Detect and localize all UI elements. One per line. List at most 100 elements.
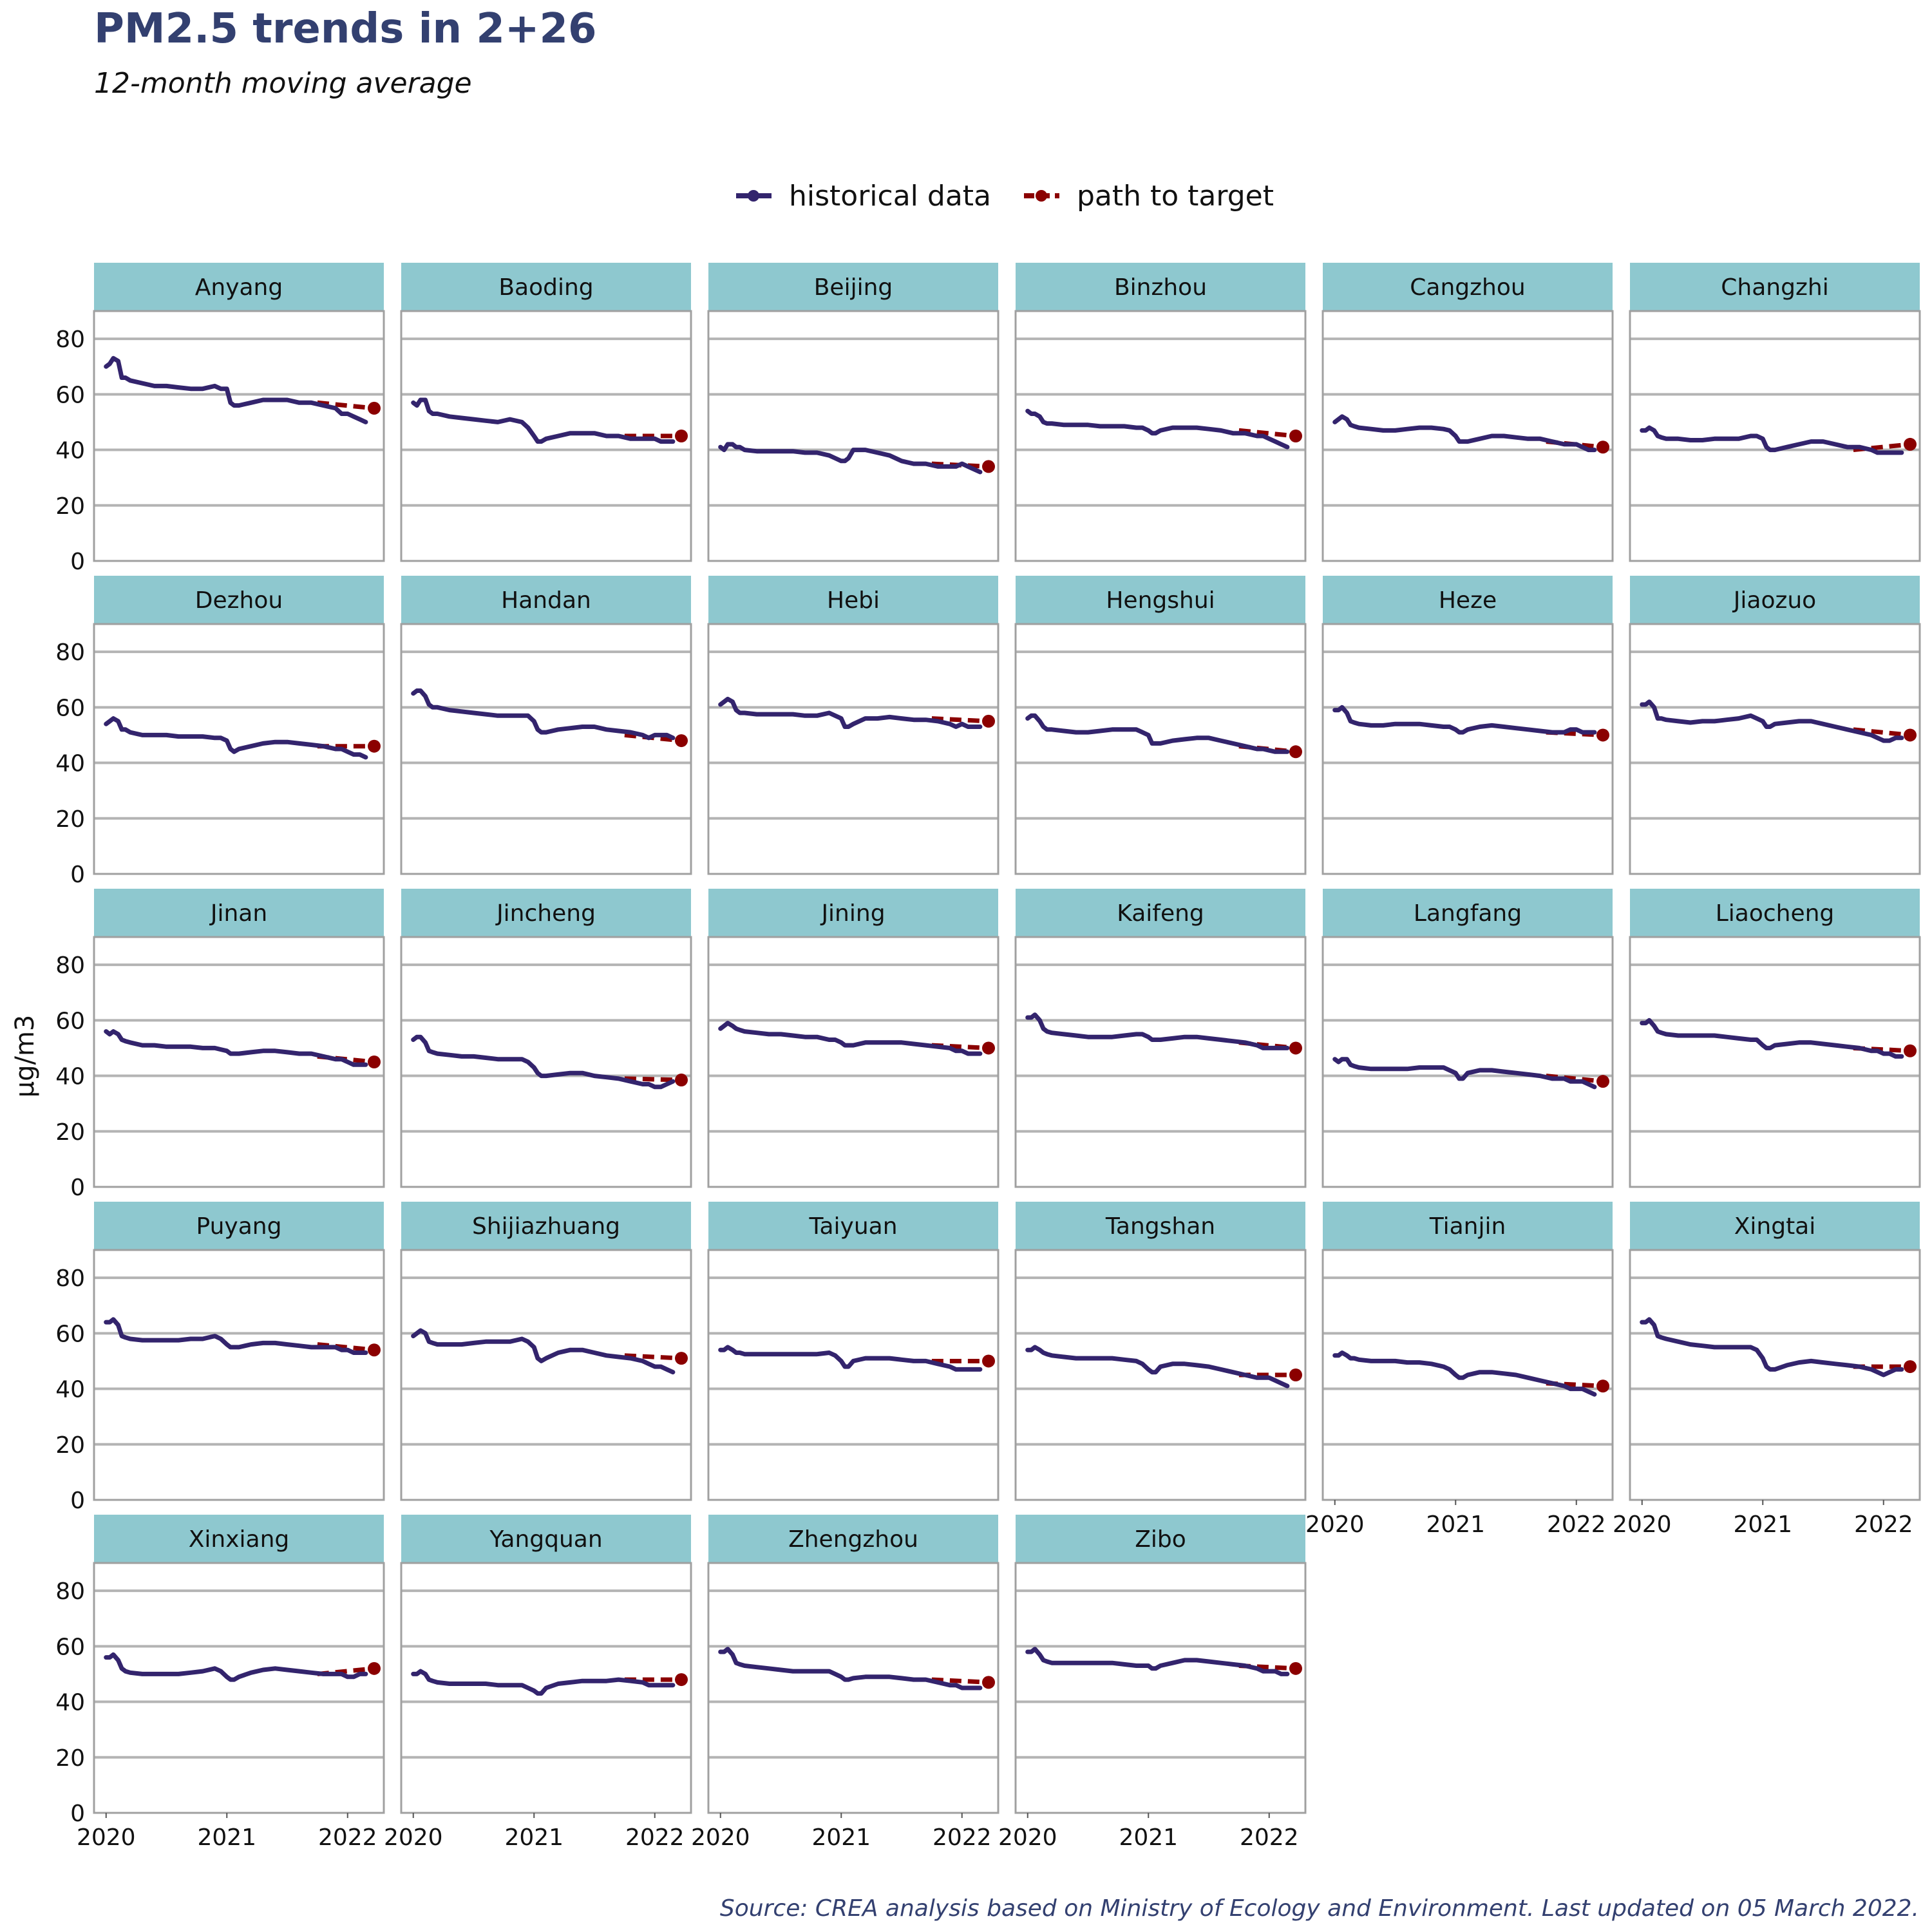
- panel-strip: [708, 889, 998, 937]
- historical-line: [1025, 1647, 1290, 1676]
- panel-strip: [401, 889, 691, 937]
- panel-title: Hengshui: [1106, 587, 1215, 614]
- panel-frame: [1321, 310, 1614, 562]
- panel-title: Heze: [1439, 587, 1497, 614]
- panel-frame: [1321, 936, 1614, 1188]
- panel-frame: [1629, 310, 1921, 562]
- panel-strip: [1323, 576, 1613, 624]
- panel-title: Cangzhou: [1410, 274, 1525, 301]
- panel-frame: [93, 623, 385, 875]
- panel-title: Puyang: [196, 1213, 282, 1240]
- historical-line: [104, 716, 368, 760]
- y-tick-label: 80: [55, 1578, 85, 1605]
- x-tick-label: 2022: [625, 1824, 685, 1851]
- panel-strip: [401, 1515, 691, 1563]
- target-point: [982, 1676, 995, 1689]
- historical-line: [104, 1029, 368, 1067]
- y-tick-label: 40: [55, 1377, 85, 1403]
- panel-zibo: Zibo 2020 2021 2022: [998, 1515, 1307, 1851]
- panel-binzhou: Binzhou: [1014, 263, 1307, 562]
- x-tick-label: 2021: [811, 1824, 871, 1851]
- y-tick-label: 60: [55, 1321, 85, 1347]
- panel-xinxiang: Xinxiang 0 20 40 60 80 2020 2021 2022: [55, 1515, 385, 1851]
- target-point: [675, 1673, 688, 1687]
- y-tick-label: 40: [55, 1690, 85, 1716]
- target-point: [1289, 1041, 1302, 1055]
- target-point: [1596, 728, 1609, 742]
- panel-frame: [1321, 1249, 1614, 1501]
- target-point: [1596, 1075, 1609, 1088]
- panel-title: Zhengzhou: [788, 1526, 918, 1553]
- panel-title: Jiaozuo: [1732, 587, 1816, 614]
- y-tick-label: 40: [55, 1064, 85, 1090]
- historical-line: [718, 696, 983, 729]
- panel-kaifeng: Kaifeng: [1014, 889, 1307, 1188]
- target-point: [1904, 1360, 1917, 1374]
- target-point: [675, 1074, 688, 1087]
- panel-title: Binzhou: [1114, 274, 1207, 301]
- historical-line: [1640, 699, 1904, 743]
- historical-line: [1640, 1317, 1904, 1378]
- historical-line: [1640, 1018, 1904, 1059]
- panel-frame: [400, 1562, 692, 1814]
- panel-yangquan: Yangquan 2020 2021 2022: [384, 1515, 692, 1851]
- y-tick-label: 0: [70, 1175, 85, 1201]
- target-point: [675, 1352, 688, 1365]
- panel-jinan: Jinan 0 20 40 60 80: [55, 889, 385, 1201]
- panel-frame: [1014, 310, 1307, 562]
- panel-title: Tangshan: [1105, 1213, 1215, 1240]
- historical-line: [1640, 425, 1904, 455]
- panel-title: Handan: [501, 587, 591, 614]
- panel-grid: Anyang 0 20 40 60 80 Baoding Beijing Binzhou Cang…: [55, 263, 1921, 1851]
- panel-strip: [1323, 1202, 1613, 1250]
- y-tick-label: 60: [55, 695, 85, 721]
- historical-line: [411, 1328, 676, 1375]
- target-point: [982, 1041, 995, 1055]
- panel-frame: [1629, 1249, 1921, 1501]
- panel-strip: [708, 576, 998, 624]
- y-tick-label: 80: [55, 952, 85, 979]
- panel-strip: [401, 576, 691, 624]
- source-caption: Source: CREA analysis based on Ministry …: [720, 1895, 1919, 1922]
- panel-title: Jinan: [209, 900, 267, 927]
- target-path: [1238, 428, 1296, 439]
- historical-line: [1025, 1345, 1290, 1388]
- historical-line: [411, 1034, 676, 1090]
- y-tick-label: 20: [55, 806, 85, 833]
- x-tick-label: 2022: [1854, 1511, 1913, 1538]
- y-tick-label: 20: [55, 1432, 85, 1459]
- panel-strip: [94, 889, 384, 937]
- panel-title: Dezhou: [195, 587, 283, 614]
- historical-line: [411, 397, 676, 444]
- target-path: [931, 1677, 989, 1685]
- panel-title: Beijing: [814, 274, 893, 301]
- panel-strip: [1016, 889, 1305, 937]
- historical-line: [1332, 1057, 1597, 1090]
- panel-title: Xinxiang: [189, 1526, 290, 1553]
- historical-line: [1332, 414, 1597, 453]
- target-point: [1904, 437, 1917, 451]
- panel-title: Kaifeng: [1117, 900, 1204, 927]
- y-tick-label: 80: [55, 1265, 85, 1292]
- panel-liaocheng: Liaocheng: [1629, 889, 1921, 1188]
- panel-title: Baoding: [498, 274, 593, 301]
- panel-strip: [94, 1202, 384, 1250]
- target-point: [368, 1056, 381, 1068]
- panel-title: Anyang: [195, 274, 283, 301]
- historical-line: [411, 688, 676, 741]
- panel-frame: [400, 936, 692, 1188]
- target-path: [624, 1353, 682, 1361]
- panel-strip: [401, 1202, 691, 1250]
- target-point: [982, 460, 995, 473]
- panel-frame: [1629, 623, 1921, 875]
- panel-beijing: Beijing: [707, 263, 999, 562]
- panel-hengshui: Hengshui: [1014, 576, 1307, 875]
- panel-frame: [400, 1249, 692, 1501]
- x-tick-label: 2020: [1613, 1511, 1672, 1538]
- panel-strip: [1016, 1515, 1305, 1563]
- y-tick-label: 60: [55, 382, 85, 408]
- x-tick-label: 2020: [384, 1824, 443, 1851]
- panel-langfang: Langfang: [1321, 889, 1614, 1188]
- x-tick-label: 2020: [77, 1824, 136, 1851]
- panel-title: Jining: [820, 900, 885, 927]
